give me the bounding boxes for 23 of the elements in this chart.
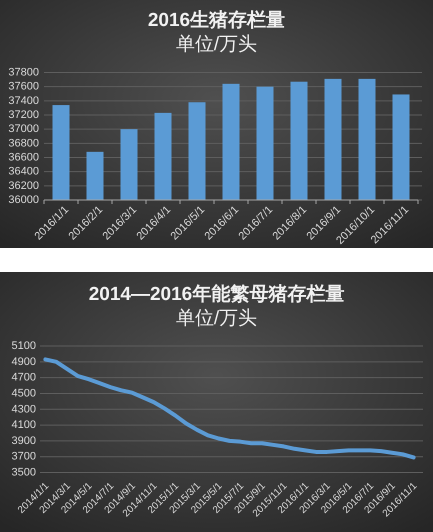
y-tick-label: 3900 (12, 434, 36, 447)
y-tick-label: 37800 (8, 66, 39, 78)
chart-subtitle: 单位/万头 (176, 34, 258, 55)
y-tick-label: 4900 (12, 356, 36, 368)
y-tick-label: 36600 (8, 152, 39, 164)
chart-title: 2014—2016年能繁母猪存栏量 (88, 283, 344, 305)
y-tick-label: 4500 (12, 387, 36, 400)
y-tick-label: 4700 (12, 372, 36, 384)
y-tick-label: 4300 (12, 403, 36, 416)
y-tick-label: 4100 (12, 419, 36, 432)
y-tick-label: 36400 (8, 166, 39, 178)
y-tick-label: 37200 (8, 109, 39, 121)
y-tick-label: 5100 (12, 340, 36, 352)
y-tick-label: 3500 (12, 466, 36, 478)
y-tick-label: 3700 (12, 450, 36, 463)
y-tick-label: 37600 (8, 80, 39, 93)
y-tick-label: 36800 (8, 137, 39, 150)
chart-title: 2016生猪存栏量 (148, 9, 286, 31)
y-tick-label: 37400 (8, 94, 39, 107)
y-tick-label: 36200 (8, 180, 39, 192)
y-tick-label: 37000 (8, 123, 39, 136)
y-tick-label: 36000 (8, 194, 39, 206)
chart-subtitle: 单位/万头 (176, 308, 258, 329)
